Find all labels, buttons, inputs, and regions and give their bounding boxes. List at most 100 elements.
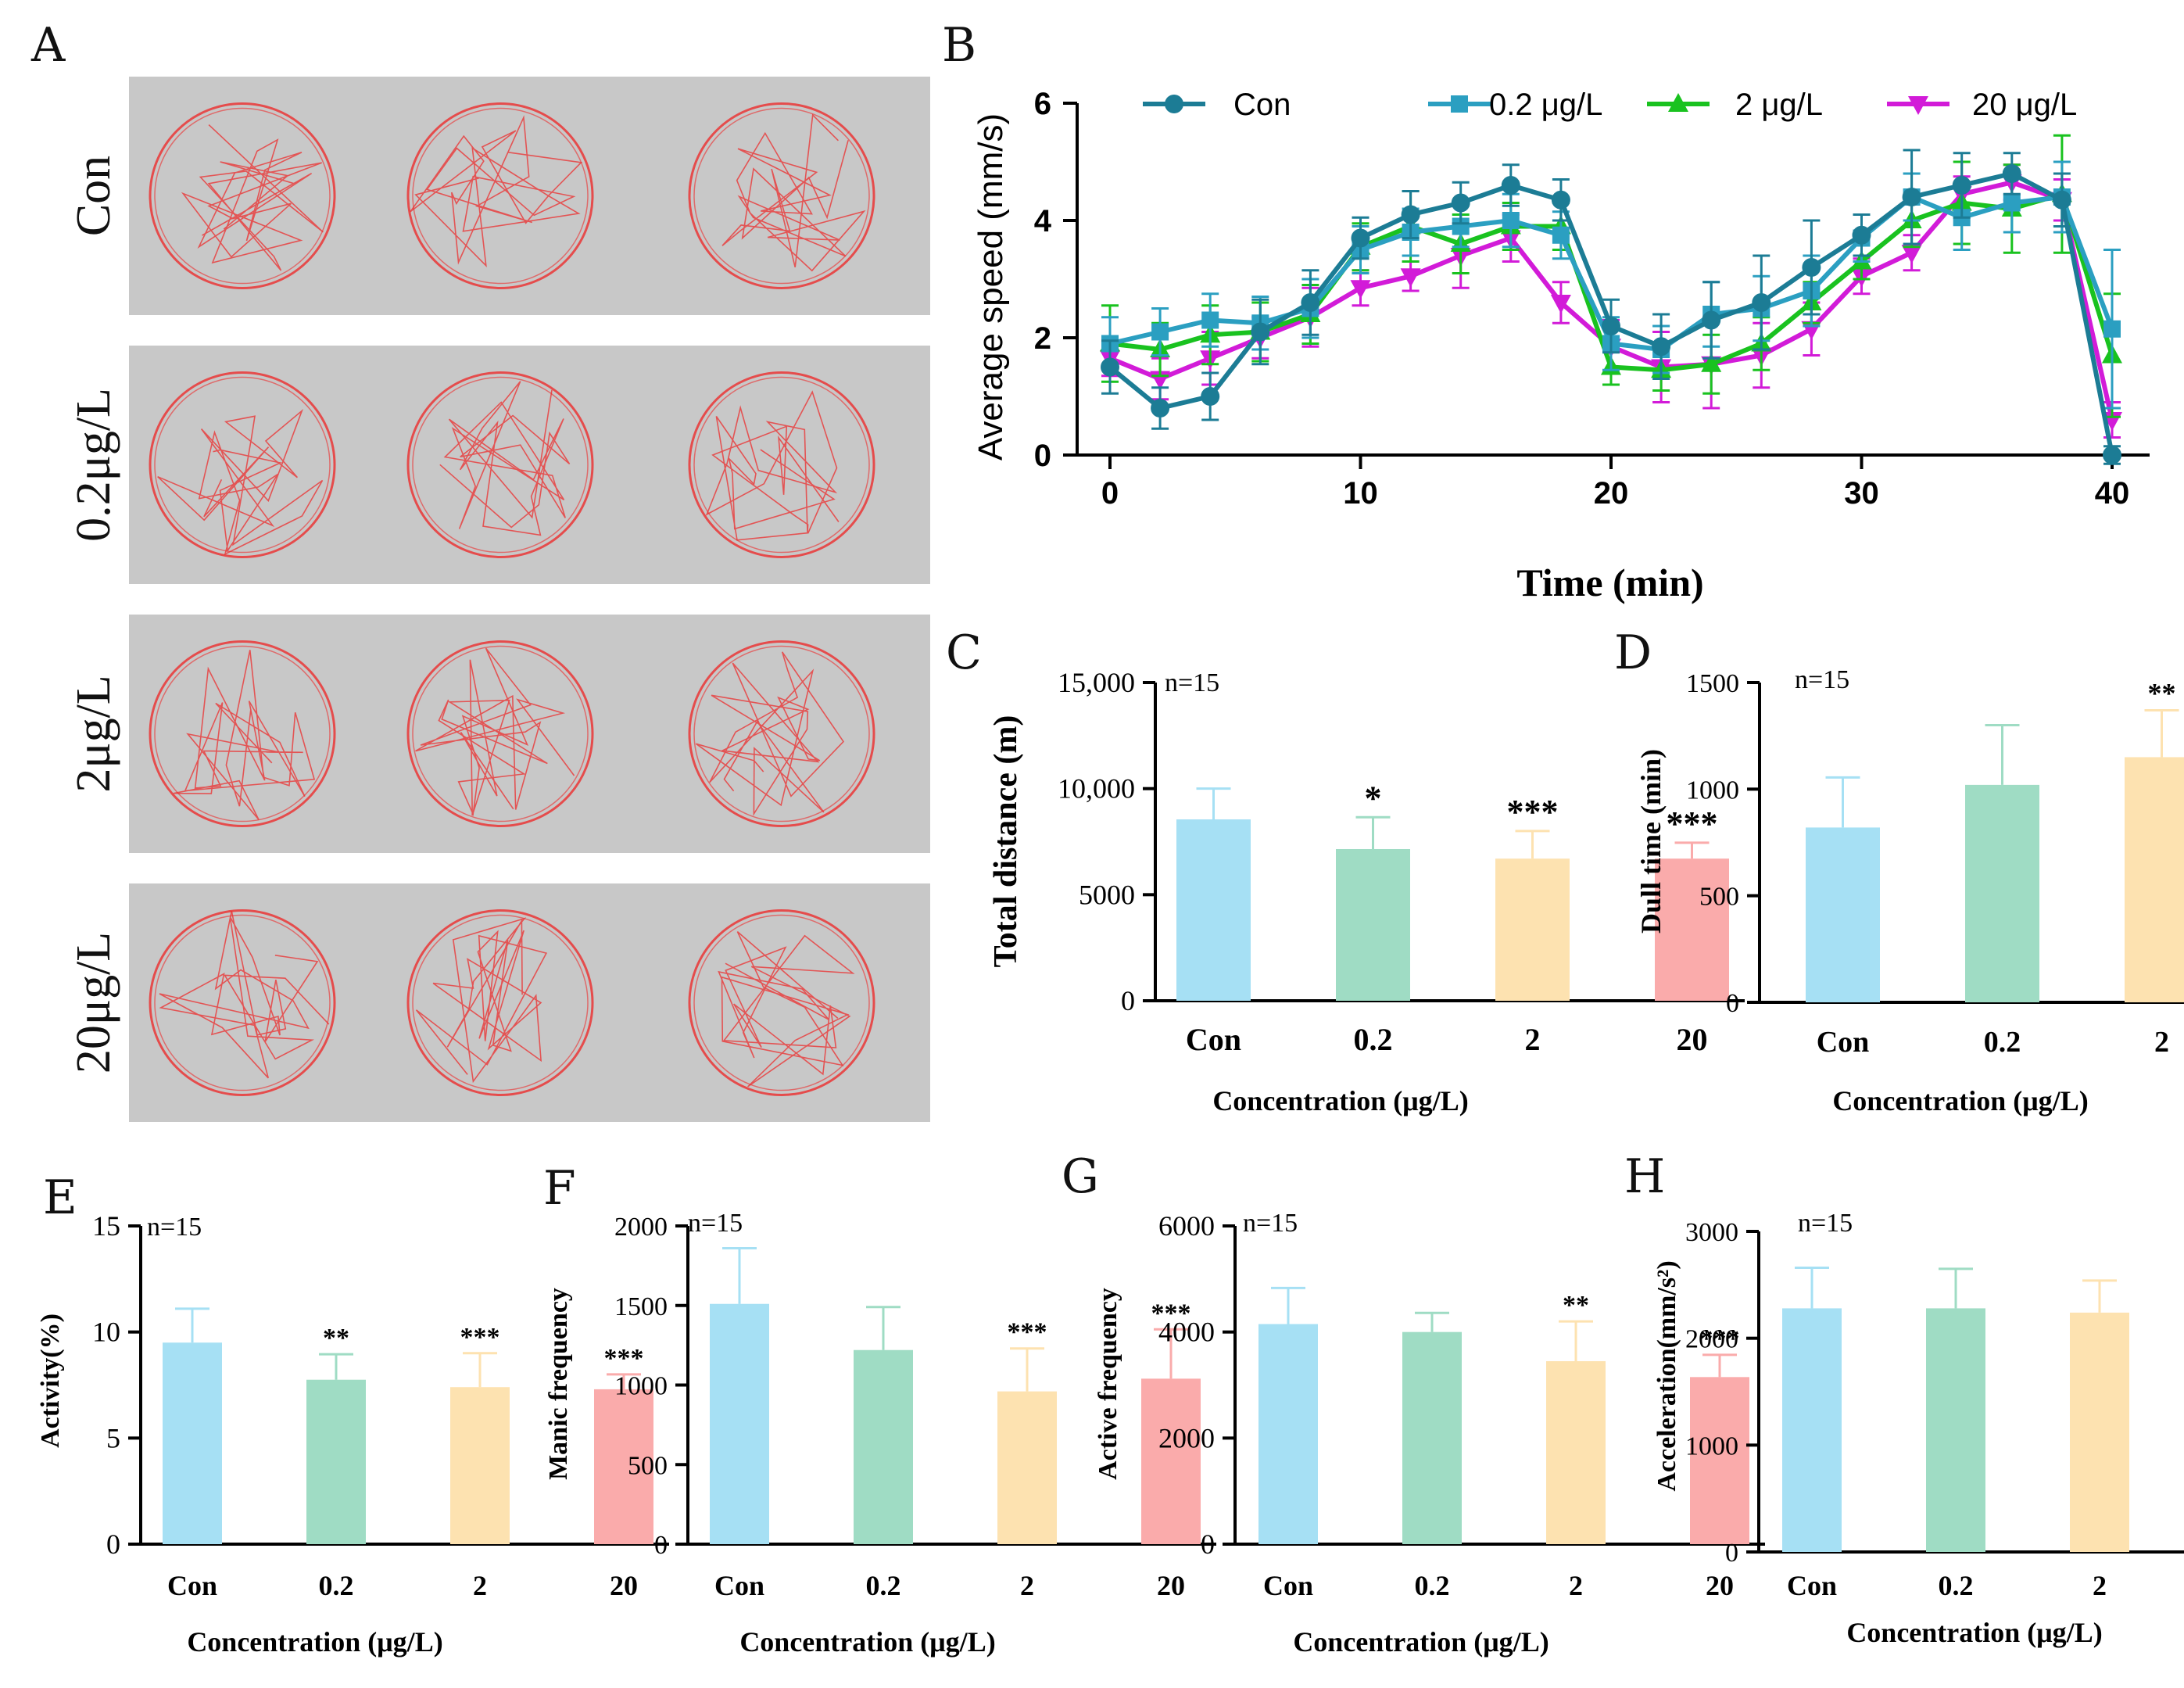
- trajectory: [149, 371, 336, 558]
- y-tick-label: 0: [1725, 1539, 1738, 1568]
- y-axis-title: Active frequency: [1094, 1288, 1122, 1480]
- bar: [710, 1303, 769, 1544]
- significance-label: ***: [1507, 793, 1559, 831]
- legend-item: 20 μg/L: [1887, 88, 2077, 122]
- legend-item: 0.2 μg/L: [1428, 88, 1602, 122]
- arena-boundary: [688, 371, 875, 558]
- legend-marker: [1165, 95, 1183, 113]
- n-label: n=15: [1165, 668, 1219, 697]
- arena-boundary: [149, 371, 336, 558]
- y-tick-label: 0: [1121, 985, 1135, 1016]
- arena-row-bg: [129, 77, 930, 315]
- trajectory-path: [718, 930, 855, 1088]
- trajectory: [406, 371, 594, 558]
- y-tick-label: 15: [92, 1210, 120, 1242]
- trajectory: [406, 640, 594, 827]
- category-label: Con: [1263, 1570, 1313, 1601]
- bar: [1655, 858, 1729, 1001]
- y-tick-label: 2000: [614, 1213, 668, 1242]
- trajectory-path: [721, 113, 866, 272]
- bar: [854, 1349, 913, 1544]
- data-point: [1802, 258, 1821, 277]
- trajectory-path: [696, 651, 845, 816]
- y-tick-label: 1000: [614, 1372, 668, 1401]
- trajectory: [406, 102, 594, 289]
- panel-h-bar-chart: 0 1000 2000 3000 n=15 Acceleration(mm/s²) Conc…: [1652, 1209, 2184, 1648]
- y-tick-label: 5: [106, 1422, 120, 1453]
- panel-e-bar-chart: 0 5 10 15 n=15 Activity(%) Concentration (μg/L…: [36, 1210, 669, 1658]
- bar: [1926, 1308, 1985, 1552]
- panel-label-f: F: [543, 1161, 576, 1216]
- data-point: [1952, 176, 1971, 195]
- arena-boundary: [693, 645, 870, 822]
- data-point: [1852, 225, 1871, 245]
- row-label: 0.2μg/L: [67, 388, 120, 542]
- trajectory: [406, 909, 594, 1096]
- row-label: Con: [67, 156, 120, 236]
- arena-boundary: [412, 107, 589, 285]
- arena-boundary: [688, 909, 875, 1096]
- legend-marker: [1451, 95, 1468, 113]
- panel-label-g: G: [1062, 1149, 1099, 1204]
- category-label: 0.2: [1415, 1570, 1450, 1601]
- bar: [1495, 858, 1570, 1001]
- category-label: Con: [167, 1570, 217, 1601]
- category-label: 20: [1706, 1570, 1734, 1601]
- data-point: [1301, 293, 1320, 312]
- y-tick-label: 0: [654, 1531, 668, 1560]
- data-point: [1502, 212, 1520, 229]
- arena-boundary: [406, 371, 594, 558]
- x-tick-label: 20: [1594, 476, 1629, 511]
- n-label: n=15: [688, 1209, 743, 1238]
- data-point: [1151, 399, 1170, 418]
- data-point: [2003, 194, 2021, 212]
- data-point: [1902, 188, 1921, 206]
- data-point: [1551, 190, 1570, 210]
- panel-label-c: C: [946, 625, 982, 680]
- data-point: [1201, 387, 1220, 406]
- n-label: n=15: [147, 1213, 202, 1242]
- trajectory: [149, 102, 336, 289]
- data-point: [1251, 322, 1270, 342]
- row-label: 2μg/L: [67, 675, 120, 792]
- legend-label: 2 μg/L: [1735, 88, 1823, 122]
- legend-label: 0.2 μg/L: [1489, 88, 1602, 122]
- significance-label: ***: [604, 1344, 644, 1373]
- category-label: Con: [1787, 1570, 1837, 1601]
- y-tick-label: 3000: [1685, 1218, 1738, 1247]
- category-label: 0.2: [319, 1570, 354, 1601]
- data-point: [1652, 337, 1671, 357]
- trajectory-path: [410, 115, 583, 268]
- data-point: [1350, 280, 1371, 299]
- y-tick-label: 1500: [1686, 669, 1739, 698]
- panel-d-bar-chart: 0 500 1000 1500 n=15 Dull time (min) Concentra…: [1635, 665, 2184, 1116]
- y-axis-title: Dull time (min): [1635, 749, 1667, 934]
- data-point: [1752, 293, 1771, 312]
- panel-label-b: B: [942, 18, 976, 73]
- y-tick-label: 10: [92, 1317, 120, 1348]
- data-point: [1501, 176, 1520, 195]
- arena-boundary: [154, 914, 331, 1091]
- bar: [306, 1379, 366, 1544]
- legend-label: Con: [1233, 88, 1291, 122]
- arena-boundary: [406, 909, 594, 1096]
- x-tick-label: 10: [1343, 476, 1378, 511]
- category-label: 0.2: [1984, 1026, 2021, 1059]
- data-point: [1702, 310, 1721, 330]
- significance-label: ***: [1667, 805, 1718, 843]
- legend-marker: [1668, 93, 1688, 112]
- y-axis-title: Manic frequency: [544, 1288, 573, 1480]
- bar: [1402, 1331, 1462, 1544]
- data-point: [1701, 353, 1722, 372]
- trajectory-path: [181, 124, 324, 271]
- legend-item: Con: [1143, 88, 1291, 122]
- data-point: [1552, 226, 1570, 244]
- arena-boundary: [406, 102, 594, 289]
- x-axis-title: Concentration (μg/L): [1212, 1085, 1468, 1116]
- x-tick-label: 40: [2095, 476, 2130, 511]
- category-label: 20: [610, 1570, 638, 1601]
- bar: [1690, 1377, 1749, 1544]
- y-tick-label: 4: [1034, 204, 1052, 238]
- arena-boundary: [154, 645, 331, 822]
